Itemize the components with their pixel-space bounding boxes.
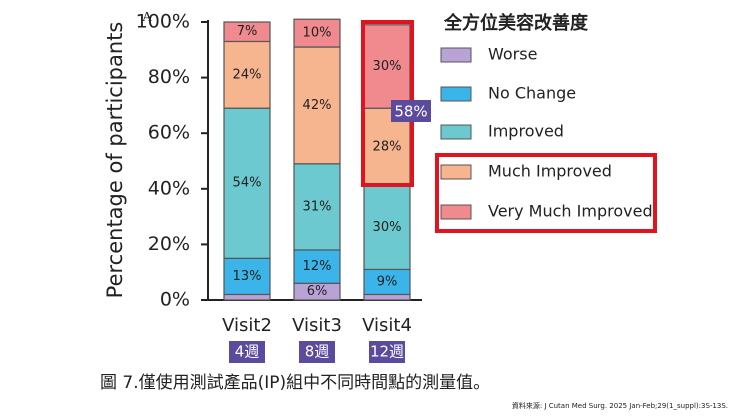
y-tick-label: 20%: [148, 233, 190, 255]
legend-label: Improved: [488, 122, 564, 141]
legend-label: Worse: [488, 45, 537, 64]
sublabel-box: [229, 341, 265, 363]
source: 資料來源: J Cutan Med Surg. 2025 Jan-Feb;29(…: [512, 401, 728, 410]
bar-segment: [363, 185, 411, 271]
bar-segment: [293, 249, 341, 284]
x-tick-label: Visit3: [292, 315, 342, 336]
bar-segment: [293, 163, 341, 251]
legend-label: No Change: [488, 84, 576, 103]
bar-segment: [293, 18, 341, 48]
sublabel: 4週: [235, 343, 260, 361]
annotation-box: [391, 100, 431, 122]
data-label: 28%: [373, 140, 402, 155]
marks: [223, 18, 411, 301]
bar-segment: [223, 257, 271, 296]
legend-swatch: [440, 47, 472, 63]
legend-swatch: [440, 164, 472, 180]
data-label: 10%: [303, 26, 332, 41]
panel-label: A: [142, 10, 153, 25]
y-tick-label: 80%: [148, 66, 190, 88]
bar-segment: [223, 293, 271, 301]
legend-swatch: [440, 86, 472, 102]
sublabel: 8週: [305, 343, 330, 361]
data-label: 24%: [233, 67, 262, 82]
data-label: 30%: [373, 220, 402, 235]
bar-segment: [223, 107, 271, 259]
legend-title: 全方位美容改善度: [443, 12, 589, 34]
sublabel-box: [369, 341, 405, 363]
data-label: 7%: [237, 24, 258, 39]
bar-segment: [363, 293, 411, 301]
y-tick-label: 40%: [148, 177, 190, 199]
data-label: 9%: [377, 274, 398, 289]
data-label: 31%: [303, 199, 332, 214]
y-tick-label: 0%: [160, 289, 190, 311]
data-label: 42%: [303, 98, 332, 113]
data-label: 30%: [373, 59, 402, 74]
data-label: 6%: [307, 284, 328, 299]
legend-swatch: [440, 124, 472, 140]
annotation: 58%: [394, 103, 427, 121]
bar-segment: [293, 46, 341, 165]
x-tick-label: Visit2: [222, 315, 272, 336]
data-label: 12%: [303, 259, 332, 274]
caption: 圖 7.僅使用測試產品(IP)組中不同時間點的測量值。: [100, 372, 490, 393]
legend-label: Much Improved: [488, 162, 612, 181]
sublabel: 12週: [370, 343, 404, 361]
highlight-box: [435, 153, 657, 233]
x-tick-label: Visit4: [362, 315, 412, 336]
sublabel-box: [299, 341, 335, 363]
y-tick-label: 60%: [148, 122, 190, 144]
bar-segment: [223, 21, 271, 43]
legend-label: Very Much Improved: [488, 202, 653, 221]
legend-swatch: [440, 204, 472, 220]
data-label: 13%: [233, 269, 262, 284]
y-axis-label: Percentage of participants: [103, 22, 127, 299]
y-tick-label: 100%: [136, 11, 190, 33]
data-label: 54%: [233, 176, 262, 191]
